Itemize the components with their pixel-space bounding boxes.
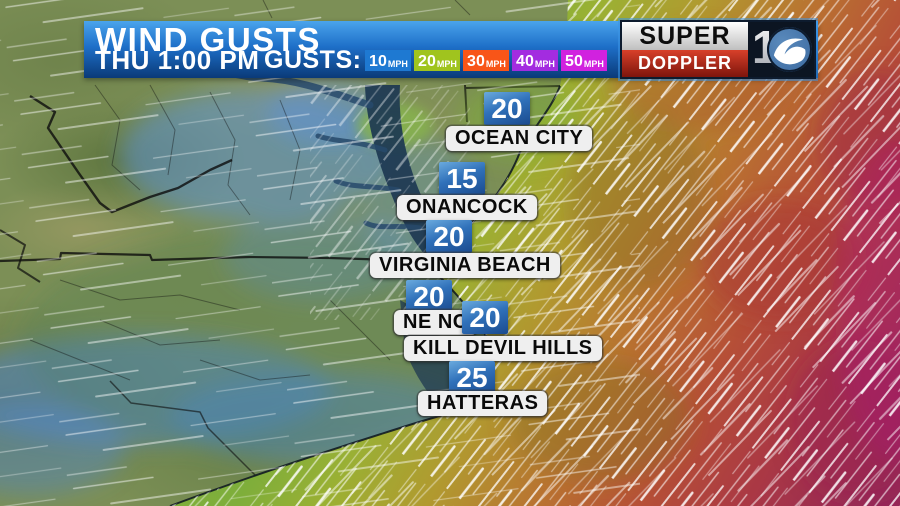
legend-swatch-40mph: 40 MPH: [512, 50, 559, 71]
gust-value-hatteras: 25: [449, 361, 495, 394]
logo-super-text: SUPER: [622, 22, 748, 51]
gust-value-ocean-city: 20: [484, 92, 530, 125]
gust-value-virginia-beach: 20: [426, 220, 472, 253]
city-label-ocean-city: OCEAN CITY: [446, 126, 593, 151]
gust-value-onancock: 15: [439, 162, 485, 195]
legend-title: GUSTS:: [264, 46, 362, 74]
gust-value-kill-devil-hills: 20: [462, 301, 508, 334]
forecast-timestamp: THU 1:00 PM: [95, 45, 260, 75]
logo-doppler-text: DOPPLER: [622, 50, 748, 77]
legend-swatch-20mph: 20 MPH: [414, 50, 461, 71]
legend-swatch-10mph: 10 MPH: [365, 50, 412, 71]
legend-unit: MPH: [534, 59, 555, 69]
super-doppler-10-logo: SUPER DOPPLER 1: [620, 20, 816, 79]
city-label-onancock: ONANCOCK: [397, 195, 537, 220]
logo-channel-10: 1: [748, 21, 814, 77]
city-label-kill-devil-hills: KILL DEVIL HILLS: [404, 336, 602, 361]
page-title: WIND GUSTS: [95, 21, 321, 58]
legend-value: 40: [516, 53, 534, 70]
legend-unit: MPH: [436, 59, 457, 69]
legend-swatch-30mph: 30 MPH: [463, 50, 510, 71]
city-label-hatteras: HATTERAS: [418, 391, 548, 416]
city-label-virginia-beach: VIRGINIA BEACH: [370, 253, 560, 278]
wave-icon: [767, 27, 812, 72]
header-banner: WIND GUSTS THU 1:00 PM GUSTS: 10 MPH 20 MP…: [84, 20, 818, 79]
legend-value: 20: [418, 53, 436, 70]
legend-value: 10: [369, 53, 387, 70]
legend-value: 50: [565, 53, 583, 70]
legend-unit: MPH: [387, 59, 408, 69]
legend-value: 30: [467, 53, 485, 70]
legend-unit: MPH: [583, 59, 604, 69]
gust-value-ne-nc: 20: [406, 280, 452, 313]
banner-subrow: THU 1:00 PM GUSTS: 10 MPH 20 MPH 30 MPH 40 M…: [95, 45, 610, 76]
legend-swatch-50mph: 50 MPH: [561, 50, 608, 71]
legend-unit: MPH: [485, 59, 506, 69]
